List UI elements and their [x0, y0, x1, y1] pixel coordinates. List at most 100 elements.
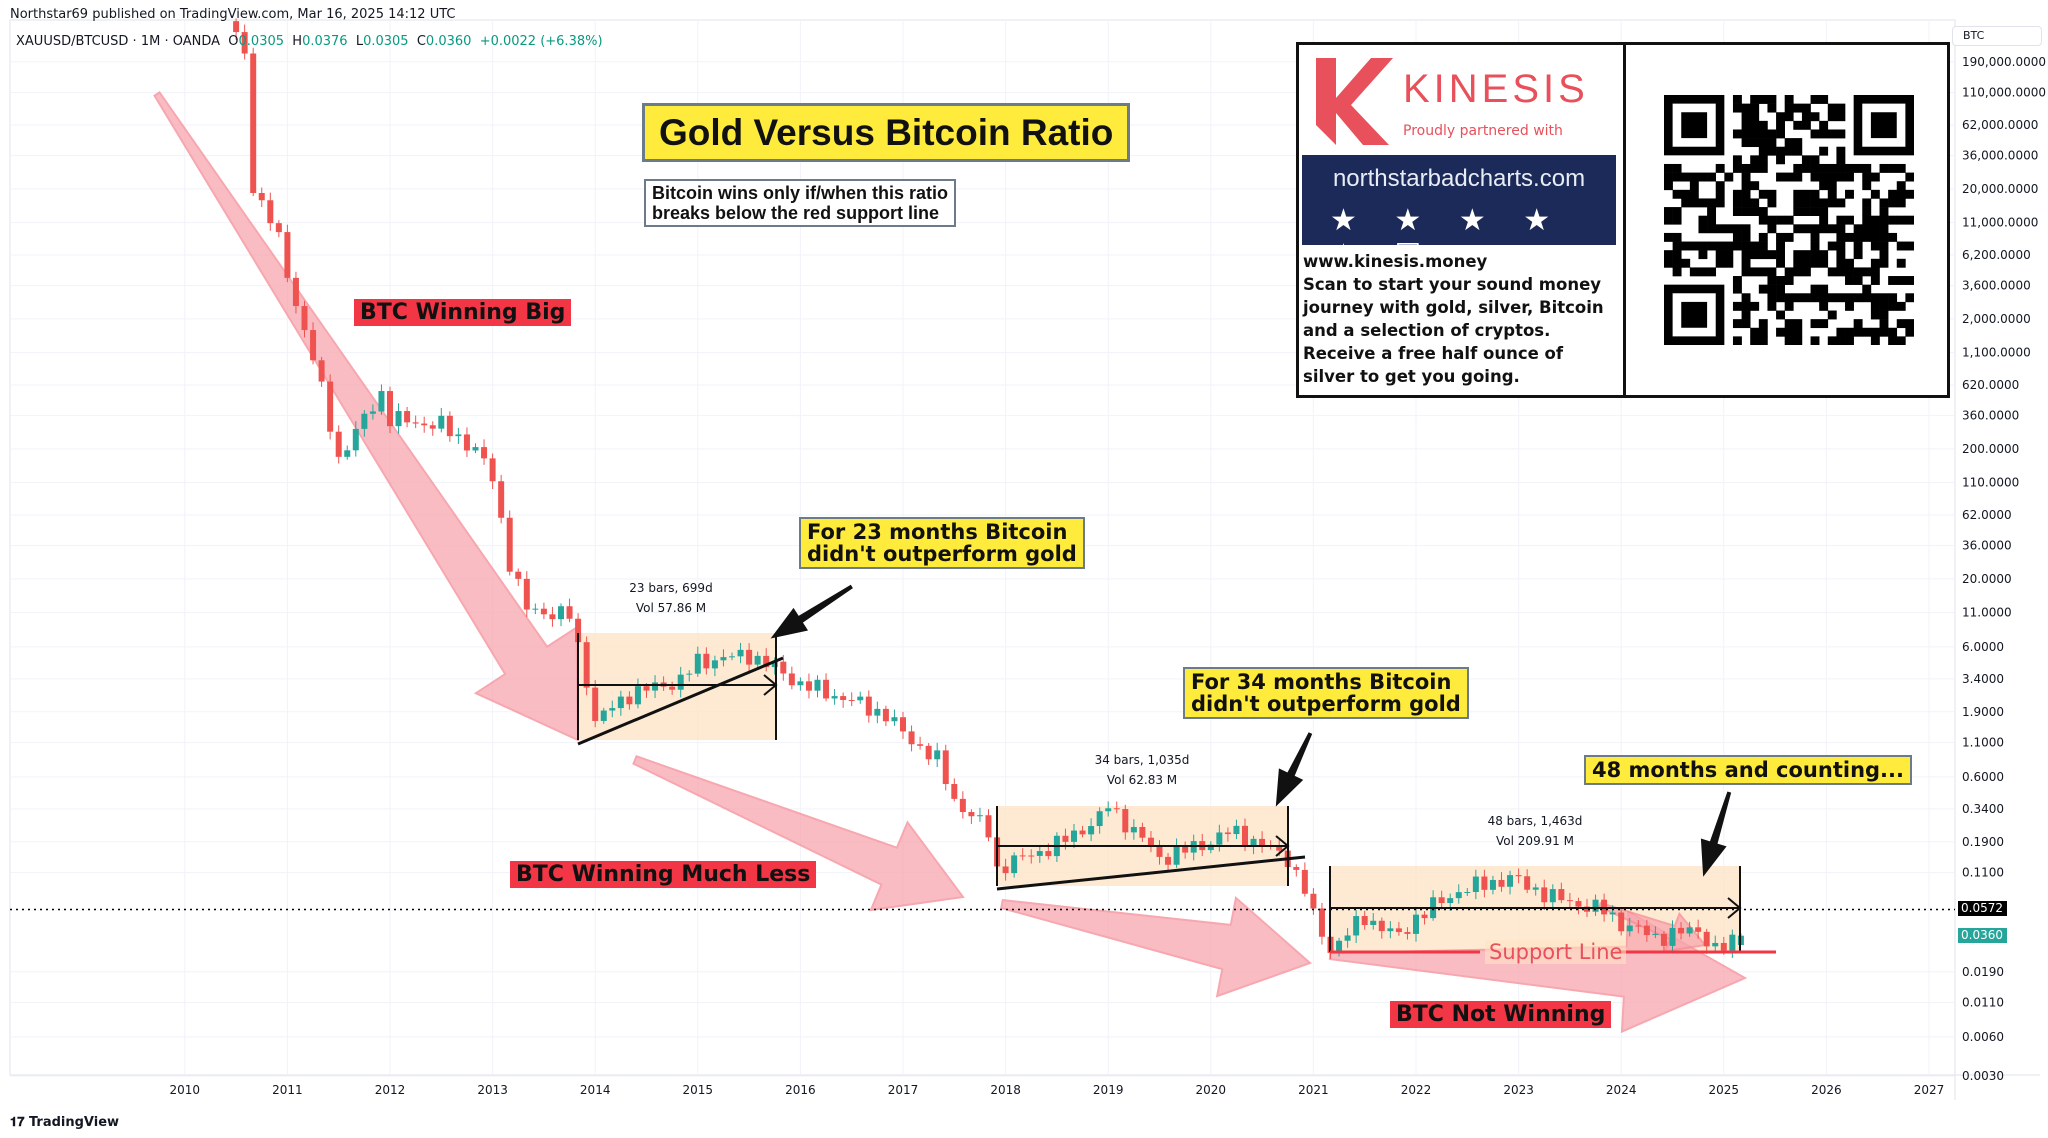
symbol-legend[interactable]: XAUUSD/BTCUSD · 1M · OANDA O0.0305 H0.03…: [16, 34, 603, 49]
qr-module: [1767, 293, 1777, 303]
qr-module: [1758, 215, 1768, 225]
pink-arrow-2021: [1000, 895, 1312, 998]
qr-module: [1879, 207, 1889, 216]
candle-down: [643, 686, 650, 691]
qr-module: [1870, 258, 1880, 268]
qr-module: [1776, 276, 1785, 285]
qr-module: [1664, 258, 1673, 268]
candle-down: [1062, 835, 1069, 842]
candle-down: [1643, 925, 1650, 936]
x-tick-label: 2020: [1196, 1083, 1227, 1097]
candle-up: [1532, 887, 1539, 890]
change-value: +0.0022 (+6.38%): [479, 34, 603, 49]
candle-down: [1079, 830, 1086, 835]
candle-down: [1242, 825, 1248, 847]
qr-finder: [1870, 112, 1897, 139]
candle-down: [241, 32, 248, 54]
qr-module: [1836, 103, 1846, 113]
candle-down: [1259, 838, 1266, 846]
qr-module: [1776, 215, 1785, 225]
qr-module: [1750, 138, 1760, 148]
candle-up: [1489, 879, 1496, 890]
candle-up: [754, 655, 761, 665]
candle-down: [1122, 809, 1129, 833]
candle-down: [335, 431, 342, 457]
qr-module: [1732, 319, 1742, 329]
qr-module: [1672, 250, 1682, 260]
qr-module: [1836, 250, 1846, 260]
tradingview-logo[interactable]: 𝟏𝟕 TradingView: [10, 1115, 119, 1130]
y-tick-label: 0.0060: [1962, 1030, 2004, 1044]
candle-down: [412, 422, 419, 424]
qr-module: [1672, 215, 1682, 225]
banner-site: northstarbadcharts.com: [1332, 165, 1586, 192]
y-tick-label: 0.1100: [1962, 866, 2004, 880]
range-volume: Vol 62.83 M: [1106, 773, 1178, 787]
qr-module: [1732, 129, 1742, 139]
candle-up: [1233, 825, 1240, 835]
candle-up: [1353, 916, 1360, 936]
candle-down: [429, 425, 436, 429]
qr-module: [1801, 189, 1811, 199]
qr-module: [1664, 250, 1673, 260]
qr-module: [1853, 250, 1863, 260]
qr-module: [1707, 224, 1717, 234]
qr-module: [1750, 95, 1760, 104]
qr-module: [1784, 232, 1794, 242]
qr-module: [1793, 189, 1803, 199]
range-3-label: 48 bars, 1,463d Vol 209.91 M: [1455, 814, 1615, 848]
candle-down: [840, 696, 847, 701]
open-label: O: [228, 34, 239, 49]
ad-url[interactable]: www.kinesis.money: [1303, 252, 1488, 271]
qr-module: [1793, 293, 1803, 303]
qr-module: [1732, 276, 1742, 285]
kinesis-ad[interactable]: KINESIS Proudly partnered with northstar…: [1296, 42, 1950, 398]
candle-up: [1216, 832, 1223, 845]
x-tick-label: 2010: [170, 1083, 201, 1097]
qr-module: [1879, 224, 1889, 234]
y-tick-label: 20,000.0000: [1962, 182, 2038, 196]
qr-module: [1689, 189, 1699, 199]
qr-module: [1819, 95, 1829, 104]
y-tick-label: 0.3400: [1962, 802, 2004, 816]
y-tick-label: 11,000.0000: [1962, 216, 2038, 230]
currency-unit-button[interactable]: BTC: [1952, 26, 2042, 46]
candle-up: [1336, 940, 1343, 953]
qr-module: [1698, 267, 1708, 277]
qr-module: [1767, 267, 1777, 277]
qr-module: [1845, 172, 1854, 182]
qr-module: [1741, 112, 1751, 122]
qr-code-icon[interactable]: [1664, 95, 1914, 345]
footer-text: TradingView: [28, 1115, 120, 1130]
candle-down: [1541, 887, 1548, 903]
qr-module: [1888, 293, 1898, 303]
qr-module: [1896, 336, 1906, 345]
candle-up: [1549, 889, 1556, 903]
qr-module: [1776, 120, 1785, 130]
candle-down: [1720, 942, 1727, 951]
qr-module: [1870, 336, 1880, 345]
qr-module: [1862, 181, 1872, 191]
qr-module: [1767, 224, 1777, 234]
qr-module: [1689, 172, 1699, 182]
qr-module: [1750, 250, 1760, 260]
candle-down: [310, 330, 317, 361]
qr-module: [1810, 293, 1820, 303]
candle-up: [617, 696, 624, 709]
candle-down: [1703, 931, 1710, 947]
qr-module: [1879, 327, 1889, 337]
qr-module: [1741, 232, 1751, 242]
qr-module: [1689, 181, 1699, 191]
qr-module: [1741, 172, 1751, 182]
qr-module: [1836, 129, 1846, 139]
candle-down: [318, 360, 325, 382]
qr-module: [1836, 172, 1846, 182]
qr-module: [1758, 146, 1768, 156]
qr-module: [1801, 250, 1811, 260]
candle-up: [1344, 935, 1351, 941]
qr-module: [1664, 163, 1673, 173]
qr-module: [1715, 241, 1725, 251]
qr-module: [1793, 172, 1803, 182]
qr-module: [1681, 198, 1691, 208]
qr-module: [1896, 258, 1906, 268]
